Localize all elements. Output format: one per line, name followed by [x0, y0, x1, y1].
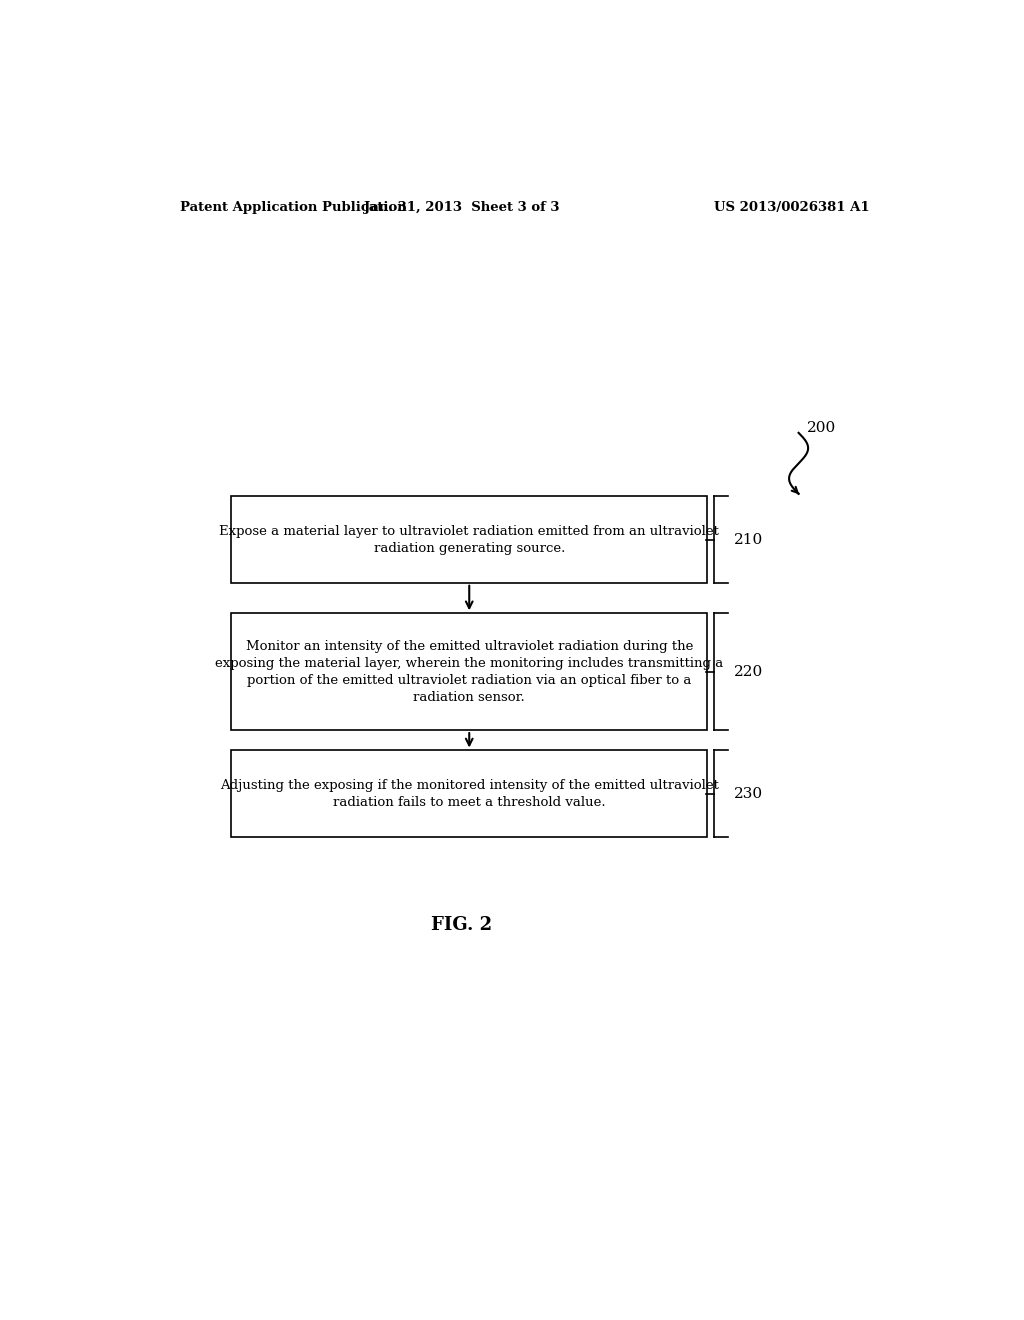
Text: Patent Application Publication: Patent Application Publication [179, 201, 407, 214]
Text: 220: 220 [734, 665, 764, 678]
FancyBboxPatch shape [231, 496, 708, 582]
Text: Monitor an intensity of the emitted ultraviolet radiation during the
exposing th: Monitor an intensity of the emitted ultr… [215, 640, 723, 704]
Text: Adjusting the exposing if the monitored intensity of the emitted ultraviolet
rad: Adjusting the exposing if the monitored … [220, 779, 719, 809]
Text: 230: 230 [734, 787, 764, 801]
FancyBboxPatch shape [231, 751, 708, 837]
Text: 200: 200 [807, 421, 836, 434]
Text: Expose a material layer to ultraviolet radiation emitted from an ultraviolet
rad: Expose a material layer to ultraviolet r… [219, 524, 719, 554]
Text: FIG. 2: FIG. 2 [431, 916, 492, 933]
Text: 210: 210 [734, 532, 764, 546]
FancyBboxPatch shape [231, 614, 708, 730]
Text: Jan. 31, 2013  Sheet 3 of 3: Jan. 31, 2013 Sheet 3 of 3 [364, 201, 559, 214]
Text: US 2013/0026381 A1: US 2013/0026381 A1 [715, 201, 870, 214]
